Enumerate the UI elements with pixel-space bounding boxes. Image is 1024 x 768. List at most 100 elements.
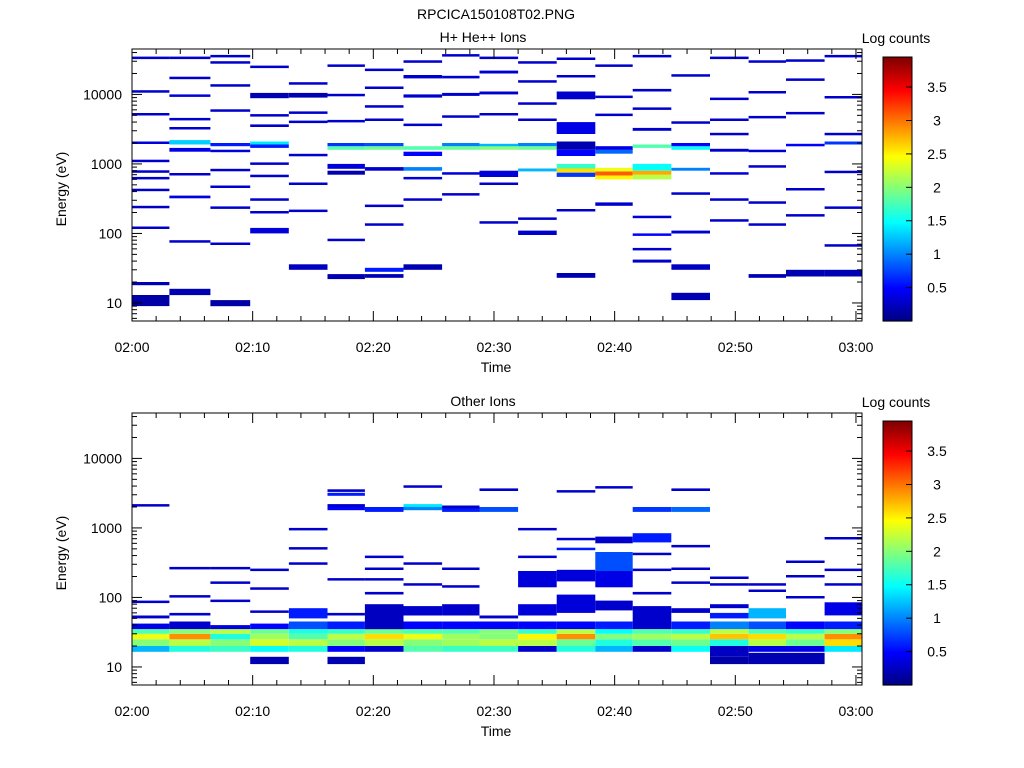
heatmap-cell — [210, 633, 251, 640]
heatmap-cell — [132, 615, 170, 619]
heatmap-cell — [210, 646, 251, 652]
colorbar-swatch — [883, 273, 912, 276]
heatmap-cell — [210, 566, 251, 570]
heatmap-cell — [748, 639, 786, 646]
colorbar-swatch — [883, 301, 912, 304]
colorbar-tick-label: 3.5 — [927, 443, 947, 459]
heatmap-cell — [210, 109, 251, 112]
heatmap-cell — [250, 162, 289, 165]
colorbar-swatch — [883, 435, 912, 438]
colorbar-swatch — [883, 655, 912, 658]
colorbar-swatch — [883, 611, 912, 614]
colorbar-swatch — [883, 635, 912, 638]
heatmap-cell — [710, 118, 749, 121]
heatmap-cell — [479, 170, 519, 177]
colorbar-swatch — [883, 107, 912, 110]
heatmap-cell — [364, 639, 404, 646]
heatmap-cell — [632, 259, 672, 263]
heatmap-cell — [595, 552, 633, 571]
heatmap-cell — [824, 537, 862, 540]
heatmap-cell — [210, 300, 251, 307]
colorbar-swatch — [883, 171, 912, 174]
heatmap-cell — [671, 143, 710, 147]
x-tick-label: 02:10 — [235, 339, 270, 355]
colorbar-swatch — [883, 683, 912, 686]
heatmap-cell — [632, 646, 672, 652]
heatmap-cell — [250, 623, 289, 630]
heatmap-cell — [479, 488, 519, 491]
heatmap-cell — [824, 602, 862, 616]
heatmap-cell — [364, 646, 404, 652]
heatmap-cell — [556, 163, 596, 169]
heatmap-cell — [403, 639, 443, 646]
colorbar-swatch — [883, 87, 912, 90]
heatmap-cell — [556, 629, 596, 634]
heatmap-cell — [710, 132, 749, 136]
colorbar-swatch — [883, 155, 912, 158]
heatmap-cell — [364, 167, 404, 171]
heatmap-cell — [327, 170, 365, 175]
heatmap-cell — [403, 151, 443, 156]
colorbar-swatch — [883, 315, 912, 318]
colorbar-swatch — [883, 505, 912, 508]
heatmap-cell — [748, 201, 786, 204]
colorbar-swatch — [883, 459, 912, 462]
colorbar-swatch — [883, 545, 912, 548]
colorbar-tick-label: 1 — [933, 246, 941, 262]
colorbar-swatch — [883, 221, 912, 224]
heatmap-cell — [748, 91, 786, 94]
colorbar-swatch — [883, 563, 912, 566]
y-axis-ticks — [132, 416, 862, 683]
heatmap-cell — [288, 639, 328, 646]
colorbar-swatch — [883, 199, 912, 202]
heatmap-cell — [479, 507, 519, 512]
heatmap-cell — [824, 96, 862, 99]
colorbar-swatch — [883, 667, 912, 670]
colorbar-swatch — [883, 453, 912, 456]
heatmap-cell — [327, 143, 365, 147]
heatmap-cell — [364, 118, 404, 121]
heatmap-cell — [518, 80, 557, 83]
heatmap-cell — [748, 621, 786, 630]
heatmap-cell — [595, 202, 633, 206]
colorbar-swatch — [883, 493, 912, 496]
x-tick-label: 02:00 — [114, 339, 149, 355]
colorbar-swatch — [883, 289, 912, 292]
heatmap-cell — [442, 604, 480, 616]
heatmap-cell — [288, 92, 328, 98]
colorbar-tick-label: 1.5 — [927, 213, 947, 229]
heatmap-cells — [132, 54, 862, 307]
heatmap-cell — [403, 629, 443, 634]
heatmap-cell — [671, 74, 710, 77]
heatmap-cell — [786, 188, 825, 191]
heatmap-cell — [250, 141, 289, 145]
heatmap-cell — [479, 621, 519, 630]
x-tick-label: 02:40 — [597, 703, 632, 719]
heatmap-cell — [250, 144, 289, 148]
colorbar-swatch — [883, 523, 912, 526]
colorbar-swatch — [883, 639, 912, 642]
heatmap-cell — [479, 143, 519, 147]
colorbar-tick-label: 0.5 — [927, 280, 947, 296]
colorbar-swatch — [883, 305, 912, 308]
colorbar-swatch — [883, 99, 912, 102]
colorbar-swatch — [883, 495, 912, 498]
x-tick-label: 02:30 — [476, 703, 511, 719]
colorbar-swatch — [883, 481, 912, 484]
heatmap-cell — [403, 633, 443, 640]
colorbar-swatch — [883, 261, 912, 264]
colorbar-swatch — [883, 447, 912, 450]
colorbar-swatch — [883, 457, 912, 460]
colorbar-swatch — [883, 215, 912, 218]
colorbar-swatch — [883, 163, 912, 166]
heatmap-cell — [824, 629, 862, 634]
colorbar-swatch — [883, 121, 912, 124]
heatmap-cell — [403, 621, 443, 630]
colorbar-swatch — [883, 193, 912, 196]
colorbar-swatch — [883, 673, 912, 676]
heatmap-cell — [518, 571, 557, 588]
colorbar-swatch — [883, 451, 912, 454]
colorbar-swatch — [883, 677, 912, 680]
heatmap-cell — [288, 153, 328, 157]
colorbar-swatch — [883, 461, 912, 464]
